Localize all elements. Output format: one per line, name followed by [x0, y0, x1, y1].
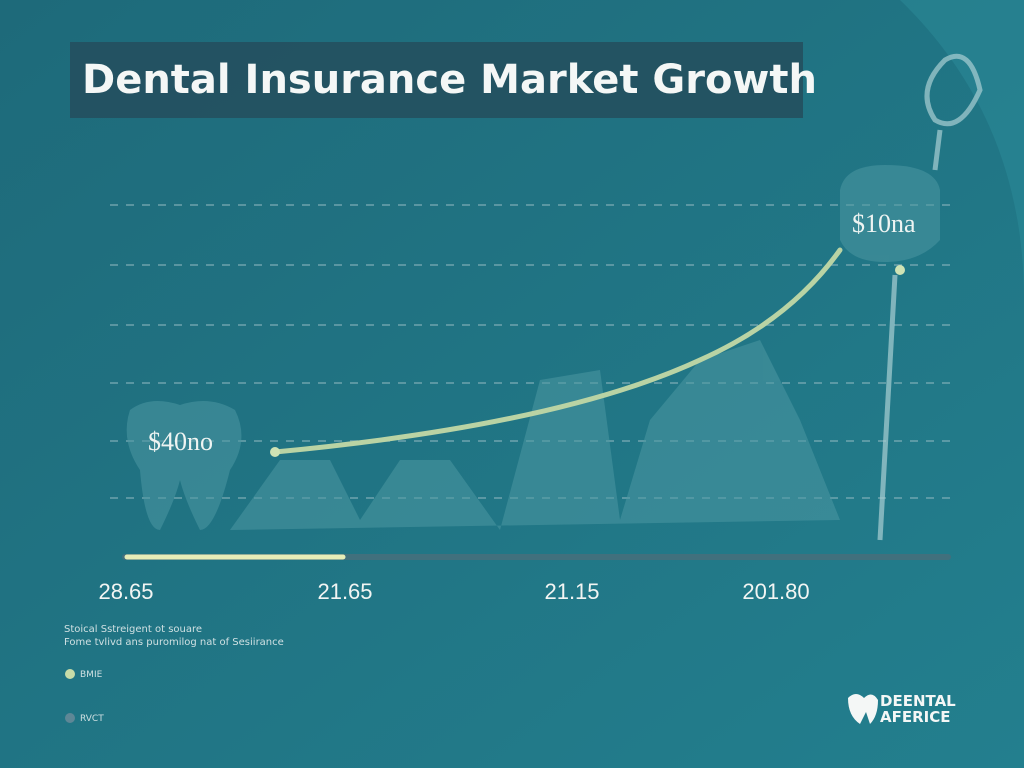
note: Stoical Sstreigent ot souare	[64, 624, 202, 635]
logo-icon	[848, 694, 878, 724]
chart-title: Dental Insurance Market Growth	[82, 57, 817, 103]
x-label: 21.15	[544, 579, 599, 604]
title-box	[70, 42, 803, 118]
decor	[900, 0, 1024, 300]
logo-text: DEENTAL	[880, 692, 956, 710]
x-label: 21.65	[317, 579, 372, 604]
logo-text: AFERICE	[880, 708, 951, 726]
skyline-decor	[126, 165, 940, 530]
curve-start	[270, 447, 280, 457]
legend-swatch	[65, 669, 75, 679]
legend-swatch	[65, 713, 75, 723]
legend-label: BMIE	[80, 670, 103, 680]
note: Fome tvlivd ans puromilog nat of Sesiira…	[64, 637, 284, 648]
growth-curve	[272, 247, 843, 455]
callout: $40no	[148, 427, 213, 456]
x-label: 28.65	[98, 579, 153, 604]
curve-end	[895, 265, 905, 275]
callout: $10na	[852, 209, 916, 238]
legend-label: RVCT	[80, 714, 104, 724]
brush-decor	[877, 53, 983, 541]
x-label: 201.80	[742, 579, 809, 604]
